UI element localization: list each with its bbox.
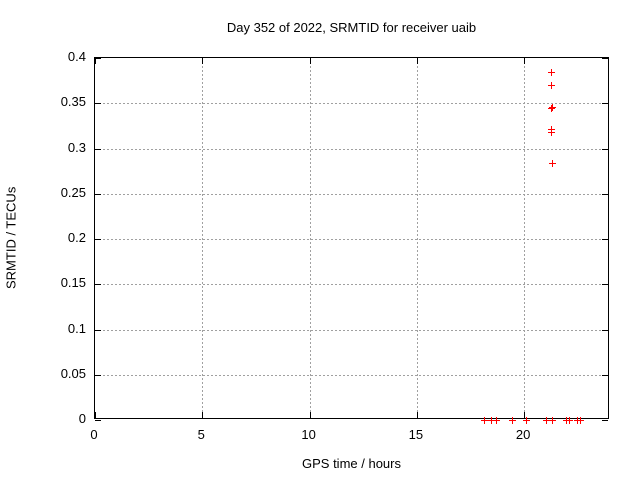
y-tick-mark	[95, 239, 101, 240]
x-tick-mark	[524, 412, 526, 418]
y-tick-label: 0.35	[60, 94, 86, 110]
x-tick-label: 15	[408, 427, 424, 442]
x-tick-mark	[416, 412, 418, 418]
data-point-marker	[481, 417, 489, 424]
x-tick-mark	[309, 58, 311, 64]
data-point-marker	[509, 417, 517, 424]
x-tick-mark	[202, 412, 204, 418]
data-point-marker	[549, 159, 557, 167]
y-tick-mark	[95, 420, 101, 421]
plot-area	[94, 57, 609, 424]
data-point-marker	[487, 417, 495, 424]
x-tick-label: 5	[197, 427, 205, 442]
y-tick-mark	[95, 58, 101, 59]
data-point-marker	[549, 417, 557, 424]
data-point-marker	[547, 82, 555, 90]
y-tick-mark	[602, 148, 608, 150]
x-tick-mark	[95, 412, 96, 418]
y-tick-mark	[602, 374, 608, 376]
y-gridline	[95, 374, 608, 376]
y-gridline	[95, 329, 608, 331]
y-tick-label: 0.1	[67, 320, 86, 336]
x-gridline	[416, 58, 418, 418]
x-tick-label: 0	[90, 427, 98, 442]
x-tick-mark	[309, 412, 311, 418]
y-tick-label: 0.3	[67, 139, 86, 155]
y-tick-mark	[95, 148, 101, 150]
data-point-marker	[522, 417, 530, 424]
y-gridline	[95, 148, 608, 150]
y-gridline	[95, 103, 608, 105]
y-gridline	[95, 284, 608, 286]
data-point-marker	[547, 125, 555, 133]
y-tick-mark	[95, 193, 101, 195]
y-tick-mark	[602, 193, 608, 195]
y-tick-mark	[95, 374, 101, 376]
chart-title: Day 352 of 2022, SRMTID for receiver uai…	[226, 20, 477, 35]
y-gridline	[95, 239, 608, 240]
y-tick-mark	[602, 329, 608, 331]
y-tick-mark	[95, 329, 101, 331]
data-point-marker	[547, 104, 555, 112]
data-point-marker	[547, 68, 555, 76]
x-tick-mark	[524, 58, 526, 64]
y-tick-mark	[602, 420, 608, 421]
y-axis-label: SRMTID / TECUs	[3, 186, 19, 290]
y-tick-mark	[95, 284, 101, 286]
x-tick-mark	[202, 58, 204, 64]
y-tick-mark	[602, 103, 608, 105]
x-gridline	[524, 58, 526, 418]
x-tick-label: 20	[515, 427, 531, 442]
data-point-marker	[548, 129, 556, 137]
y-tick-label: 0.2	[67, 230, 86, 245]
y-gridline	[95, 193, 608, 195]
x-gridline	[309, 58, 311, 418]
y-tick-label: 0.4	[67, 49, 86, 64]
x-tick-mark	[416, 58, 418, 64]
data-point-marker	[493, 417, 501, 424]
data-point-marker	[543, 417, 551, 424]
data-point-marker	[548, 103, 556, 111]
y-tick-label: 0.15	[60, 275, 86, 291]
x-tick-mark	[95, 58, 96, 64]
data-point-marker	[576, 417, 584, 424]
y-tick-mark	[602, 58, 608, 59]
y-tick-label: 0.05	[60, 365, 86, 381]
y-tick-label: 0.25	[60, 184, 86, 200]
x-gridline	[202, 58, 204, 418]
x-tick-label: 10	[301, 427, 316, 442]
x-axis-label: GPS time / hours	[302, 456, 401, 471]
y-tick-mark	[602, 239, 608, 240]
y-tick-mark	[95, 103, 101, 105]
y-tick-label: 0	[78, 411, 86, 426]
data-point-marker	[566, 417, 574, 424]
y-tick-mark	[602, 284, 608, 286]
